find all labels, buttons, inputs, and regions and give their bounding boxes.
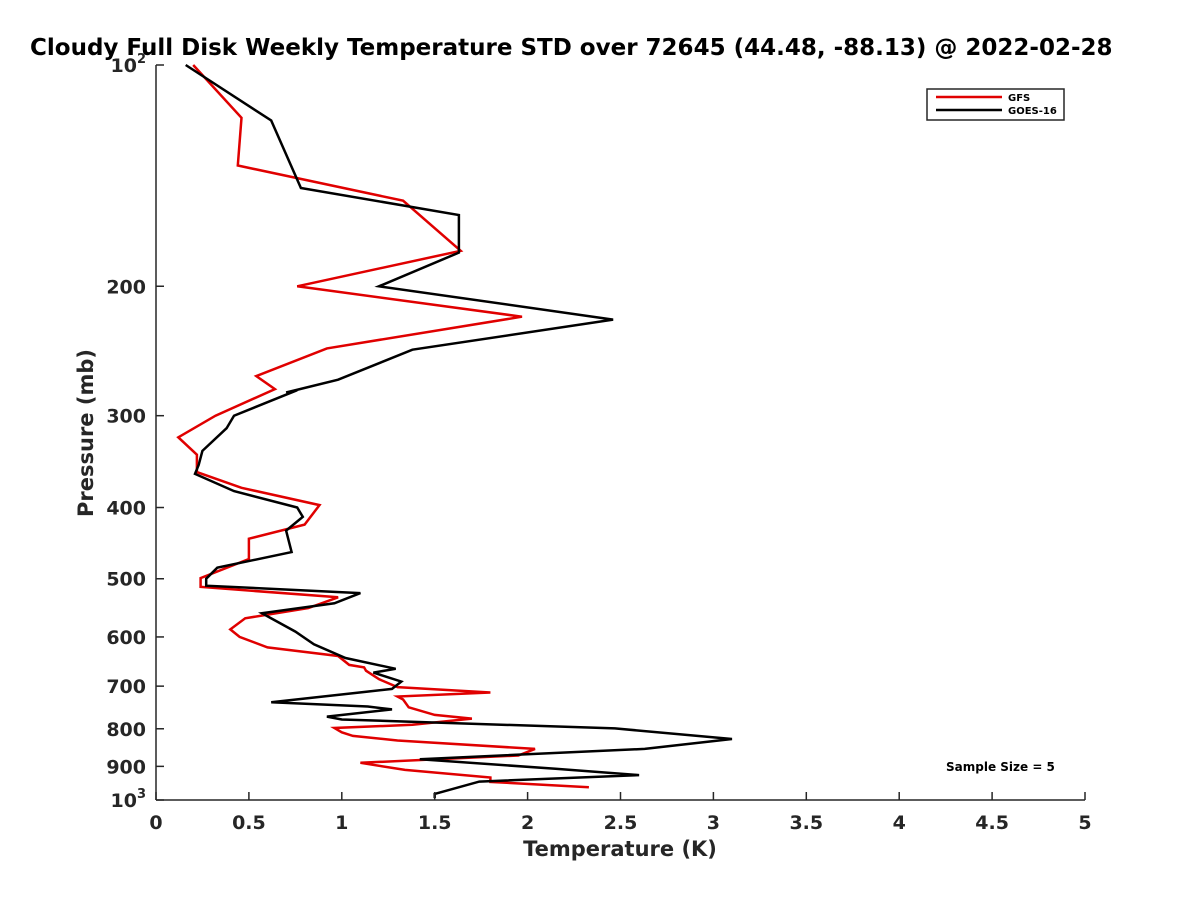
- y-tick-label: 400: [106, 498, 146, 520]
- series-line-gfs: [176, 64, 589, 789]
- x-tick-label: 1.5: [418, 812, 452, 834]
- legend-box: [926, 88, 1065, 121]
- y-axis-ticks: 102 200 300 400 500 600 700 800 900 103: [106, 52, 164, 812]
- data-series-group: [176, 63, 733, 799]
- chart-title: Cloudy Full Disk Weekly Temperature STD …: [30, 35, 1113, 61]
- x-tick-label: 2: [521, 812, 534, 834]
- y-axis-title: Pressure (mb): [74, 349, 98, 517]
- x-tick-label: 3.5: [789, 812, 823, 834]
- y-tick-label: 200: [106, 276, 146, 298]
- legend-label-goes16: GOES-16: [1008, 106, 1057, 117]
- y-tick-label: 102: [111, 52, 147, 77]
- y-tick-label: 500: [106, 569, 146, 591]
- y-tick-label: 103: [111, 787, 147, 812]
- x-tick-label: 4: [893, 812, 906, 834]
- legend-label-gfs: GFS: [1008, 93, 1030, 104]
- y-tick-label: 700: [106, 676, 146, 698]
- y-tick-label: 900: [106, 756, 146, 778]
- x-tick-label: 0.5: [232, 812, 266, 834]
- y-tick-label: 600: [106, 627, 146, 649]
- y-tick-label: 300: [106, 406, 146, 428]
- series-line-goes16: [185, 63, 733, 799]
- x-tick-label: 3: [707, 812, 720, 834]
- x-axis-ticks: 0 0.5 1 1.5 2 2.5 3 3.5 4 4.5 5: [149, 792, 1092, 834]
- x-tick-label: 4.5: [975, 812, 1009, 834]
- y-tick-label: 800: [106, 719, 146, 741]
- x-tick-label: 1: [335, 812, 348, 834]
- x-axis-title: Temperature (K): [523, 837, 717, 861]
- legend: GFS GOES-16: [926, 88, 1065, 121]
- x-tick-label: 5: [1078, 812, 1091, 834]
- x-tick-label: 2.5: [604, 812, 638, 834]
- x-tick-label: 0: [149, 812, 162, 834]
- sample-size-annotation: Sample Size = 5: [946, 760, 1055, 774]
